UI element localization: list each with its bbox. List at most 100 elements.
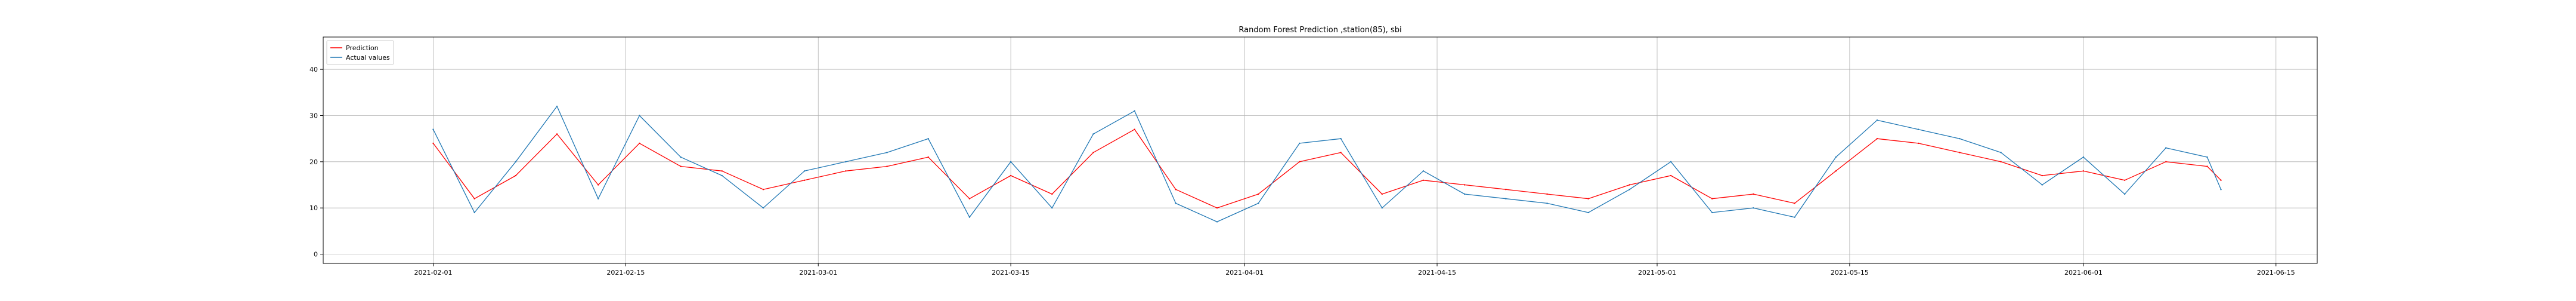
prediction-point bbox=[2206, 165, 2208, 167]
actual-values-point bbox=[1587, 211, 1589, 214]
x-tick-label: 2021-05-01 bbox=[1638, 269, 1676, 277]
prediction-point bbox=[597, 184, 599, 186]
prediction-point bbox=[1628, 184, 1631, 186]
x-tick-label: 2021-04-01 bbox=[1225, 269, 1264, 277]
actual-values-point bbox=[556, 105, 558, 108]
y-tick-label: 0 bbox=[314, 251, 318, 259]
actual-values-point bbox=[2165, 147, 2167, 149]
y-tick-label: 10 bbox=[309, 204, 318, 212]
actual-values-point bbox=[1918, 128, 1919, 130]
actual-values-point bbox=[1959, 137, 1961, 140]
actual-values-point bbox=[639, 115, 640, 116]
actual-values-point bbox=[432, 128, 434, 130]
prediction-point bbox=[1794, 202, 1795, 204]
actual-values-point bbox=[1216, 221, 1218, 223]
prediction-point bbox=[2220, 179, 2222, 181]
prediction-point bbox=[1587, 198, 1589, 199]
actual-values-point bbox=[1092, 133, 1094, 135]
prediction-point bbox=[1258, 193, 1259, 195]
actual-values-point bbox=[927, 137, 929, 140]
actual-values-point bbox=[1422, 170, 1425, 172]
prediction-point bbox=[1092, 152, 1094, 153]
actual-values-point bbox=[721, 174, 723, 177]
y-tick-label: 20 bbox=[309, 158, 318, 166]
actual-values-point bbox=[1381, 207, 1383, 209]
actual-values-point bbox=[845, 161, 847, 163]
actual-values-point bbox=[1258, 202, 1259, 204]
actual-values-point bbox=[2220, 189, 2222, 191]
actual-values-point bbox=[473, 211, 475, 214]
actual-values-point bbox=[1794, 216, 1795, 218]
prediction-point bbox=[473, 198, 475, 199]
grid-lines bbox=[323, 37, 2317, 263]
actual-values-point bbox=[1134, 110, 1135, 112]
prediction-point bbox=[2165, 161, 2167, 163]
prediction-point bbox=[1959, 152, 1961, 153]
prediction-point bbox=[1876, 137, 1878, 140]
prediction-point bbox=[515, 174, 517, 177]
prediction-point bbox=[680, 165, 682, 167]
prediction-point bbox=[556, 133, 558, 135]
prediction-point bbox=[2082, 170, 2085, 172]
x-tick-label: 2021-06-01 bbox=[2064, 269, 2103, 277]
actual-values-point bbox=[1628, 189, 1631, 191]
prediction-point bbox=[1051, 193, 1053, 195]
actual-values-point bbox=[1463, 193, 1466, 195]
actual-values-point bbox=[2000, 152, 2002, 153]
actual-values-point bbox=[2123, 193, 2126, 195]
actual-values-point bbox=[597, 198, 599, 199]
x-tick-label: 2021-06-15 bbox=[2257, 269, 2295, 277]
series-lines bbox=[432, 105, 2222, 223]
actual-values-point bbox=[680, 156, 682, 158]
prediction-point bbox=[1299, 161, 1301, 163]
actual-values-point bbox=[1505, 198, 1507, 199]
actual-values-point bbox=[1753, 207, 1754, 209]
actual-values-point bbox=[2206, 156, 2208, 158]
prediction-point bbox=[927, 156, 929, 158]
actual-values-point bbox=[515, 161, 517, 163]
actual-values-point bbox=[968, 216, 971, 218]
prediction-point bbox=[1216, 207, 1218, 209]
prediction-point bbox=[1381, 193, 1383, 195]
prediction-point bbox=[1753, 193, 1754, 195]
prediction-point bbox=[762, 189, 764, 191]
legend-box bbox=[326, 40, 394, 65]
prediction-point bbox=[721, 170, 723, 172]
prediction-point bbox=[1711, 198, 1713, 199]
x-tick-label: 2021-05-15 bbox=[1831, 269, 1869, 277]
prediction-point bbox=[968, 198, 971, 199]
actual-values-point bbox=[1299, 142, 1301, 145]
actual-values-point bbox=[2041, 184, 2043, 186]
chart-title: Random Forest Prediction ,station(85), s… bbox=[1239, 26, 1401, 35]
actual-values-point bbox=[1010, 161, 1012, 163]
x-tick-label: 2021-02-15 bbox=[606, 269, 645, 277]
prediction-point bbox=[803, 179, 806, 181]
actual-values-point bbox=[762, 207, 764, 209]
prediction-point bbox=[886, 165, 888, 167]
prediction-point bbox=[1340, 152, 1342, 153]
y-tick-label: 40 bbox=[309, 66, 318, 73]
prediction-point bbox=[432, 142, 434, 145]
prediction-point bbox=[1134, 128, 1135, 130]
prediction-point bbox=[1918, 142, 1919, 145]
x-tick-label: 2021-02-01 bbox=[414, 269, 453, 277]
prediction-point bbox=[1422, 179, 1425, 181]
plot-frame bbox=[323, 36, 2318, 264]
legend-label: Actual values bbox=[346, 54, 390, 62]
actual-values-point bbox=[1670, 161, 1672, 163]
prediction-point bbox=[639, 142, 640, 145]
prediction-point bbox=[2000, 161, 2002, 163]
actual-values-point bbox=[803, 170, 806, 172]
actual-values-point bbox=[886, 152, 888, 153]
x-tick-label: 2021-04-15 bbox=[1418, 269, 1456, 277]
legend: Prediction Actual values bbox=[326, 40, 394, 65]
prediction-point bbox=[1505, 189, 1507, 191]
actual-values-point bbox=[1546, 202, 1548, 204]
actual-values-point bbox=[1051, 207, 1053, 209]
x-tick-label: 2021-03-01 bbox=[799, 269, 837, 277]
prediction-point bbox=[845, 170, 847, 172]
actual-values-point bbox=[2082, 156, 2085, 158]
prediction-point bbox=[1670, 174, 1672, 177]
